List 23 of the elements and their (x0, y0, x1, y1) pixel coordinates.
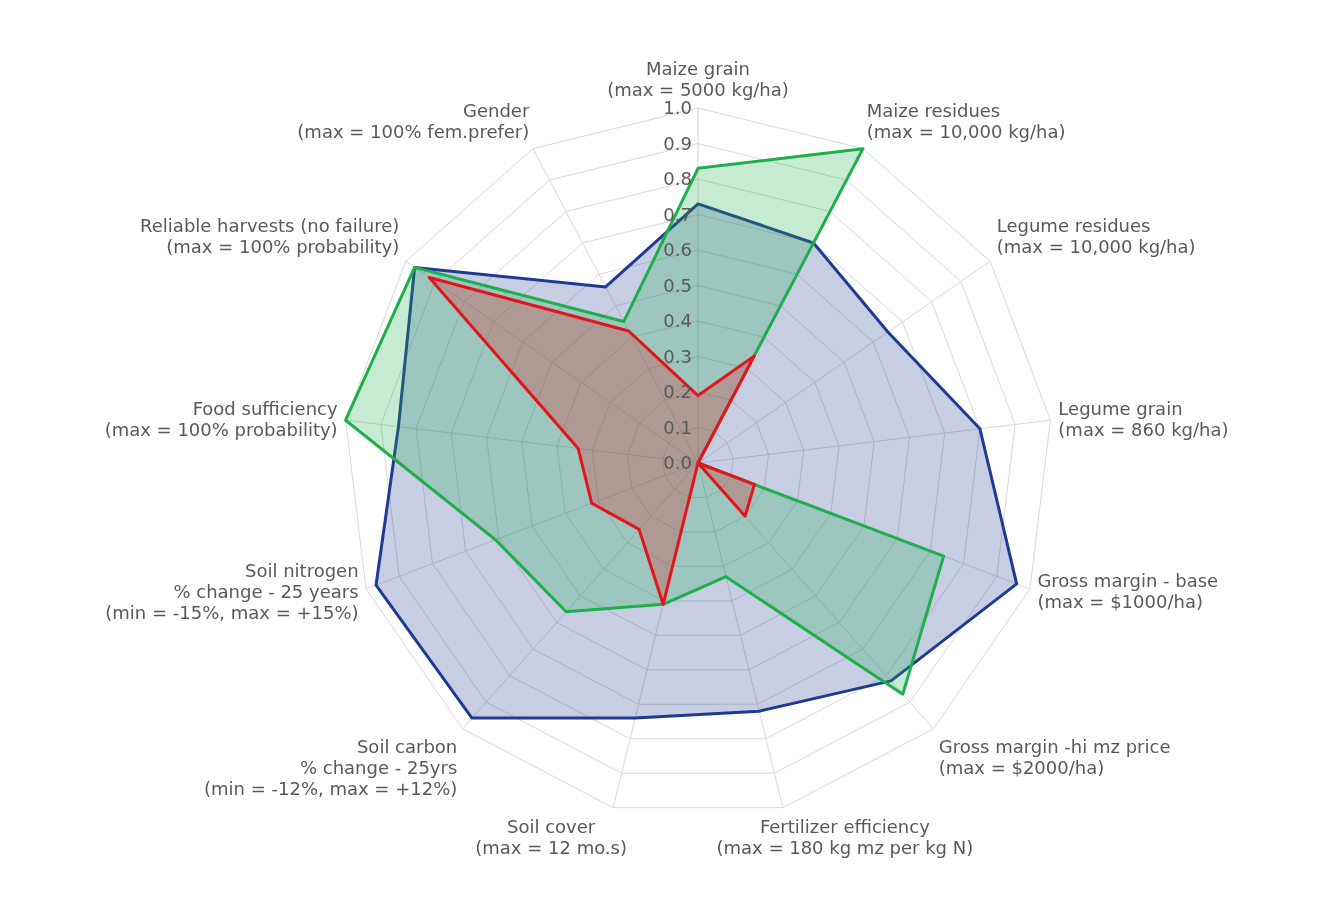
y-tick-label: 1.0 (663, 97, 692, 118)
spoke-label: Soil carbon % change - 25yrs (min = -12%, max = +12%) (203, 735, 458, 799)
spoke-label: Maize residues (max = 10,000 kg/ha) (866, 99, 1066, 142)
y-tick-label: 0.1 (663, 416, 692, 438)
spoke-label: Fertilizer efficiency (max = 180 kg mz per kg N) (716, 816, 974, 859)
spoke-label: Reliable harvests (no failure) (max = 100% probability) (140, 214, 400, 257)
y-tick-label: 0.5 (663, 274, 692, 296)
spoke-label: Soil cover (max = 12 mo.s) (475, 816, 627, 859)
y-tick-label: 0.9 (663, 132, 692, 154)
y-tick-label: 0.3 (663, 345, 692, 367)
spoke-label: Legume residues (max = 10,000 kg/ha) (996, 214, 1196, 257)
spoke-label: Gross margin -hi mz price (max = $2000/ha) (938, 735, 1171, 778)
y-tick-label: 0.4 (663, 310, 692, 331)
spoke-label: Legume grain (max = 860 kg/ha) (1058, 397, 1229, 440)
y-tick-label: 0.8 (663, 168, 692, 189)
spoke-label: Soil nitrogen % change - 25 years (min = -15%, max = +15%) (105, 559, 359, 623)
spoke-label: Gender (max = 100% fem.prefer) (297, 99, 530, 142)
y-tick-label: 0.2 (663, 381, 692, 402)
y-tick-label: 0.6 (663, 239, 692, 260)
y-tick-label: 0.0 (663, 452, 692, 473)
spoke-label: Maize grain (max = 5000 kg/ha) (607, 58, 789, 100)
spoke-label: Food sufficiency (max = 100% probability) (104, 397, 338, 440)
spoke-label: Gross margin - base (max = $1000/ha) (1037, 570, 1219, 613)
